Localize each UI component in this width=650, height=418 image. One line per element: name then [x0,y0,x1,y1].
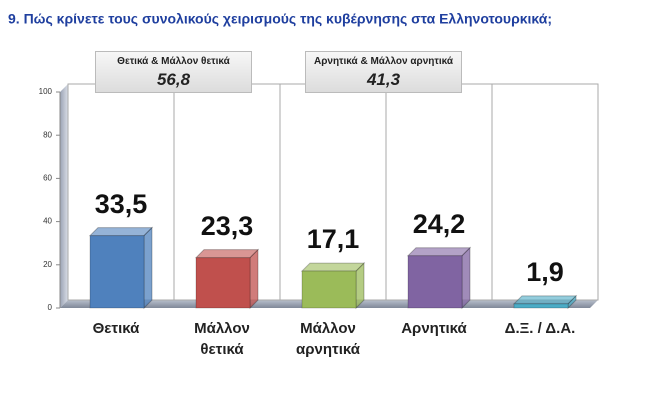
x-tick-label: Μάλλον αρνητικά [296,320,360,358]
bar-top [512,295,578,305]
value-label: 33,5 [95,189,148,219]
bar-side [461,246,471,310]
annotation-value: 56,8 [156,70,191,89]
y-tick-label: 20 [43,260,52,269]
chart-title: 9. Πώς κρίνετε τους συνολικούς χειρισμού… [8,11,552,27]
annotation-label: Αρνητικά & Μάλλον αρνητικά [313,56,454,67]
bar [89,235,145,309]
y-tick-label: 80 [43,130,52,139]
bar [513,303,569,309]
side-wall [60,84,68,308]
y-tick-label: 100 [39,87,53,96]
annotation-value: 41,3 [366,70,401,89]
value-label: 24,2 [413,209,466,239]
bar-top [406,247,472,257]
y-tick-label: 0 [48,303,53,312]
x-tick-label: Μάλλον θετικά [194,320,250,358]
x-tick-label: Αρνητικά [401,320,467,337]
bar-side [249,248,259,310]
y-tick-label: 60 [43,174,52,183]
value-label: 23,3 [201,211,254,241]
bar [301,270,357,309]
x-tick-label: Δ.Ξ. / Δ.Α. [504,320,576,337]
bar-top [194,249,260,259]
value-label: 17,1 [307,224,360,254]
x-tick-label: Θετικά [92,320,140,337]
value-label: 1,9 [526,257,564,287]
y-tick-label: 40 [43,217,52,226]
bar [407,255,463,309]
bar-top [300,262,366,272]
annotation-box: Αρνητικά & Μάλλον αρνητικά 41,3 [305,51,462,93]
annotation-box: Θετικά & Μάλλον θετικά 56,8 [95,51,252,93]
bar-top [88,227,154,237]
bar-side [143,226,153,310]
bar [195,257,251,309]
annotation-label: Θετικά & Μάλλον θετικά [117,56,230,67]
